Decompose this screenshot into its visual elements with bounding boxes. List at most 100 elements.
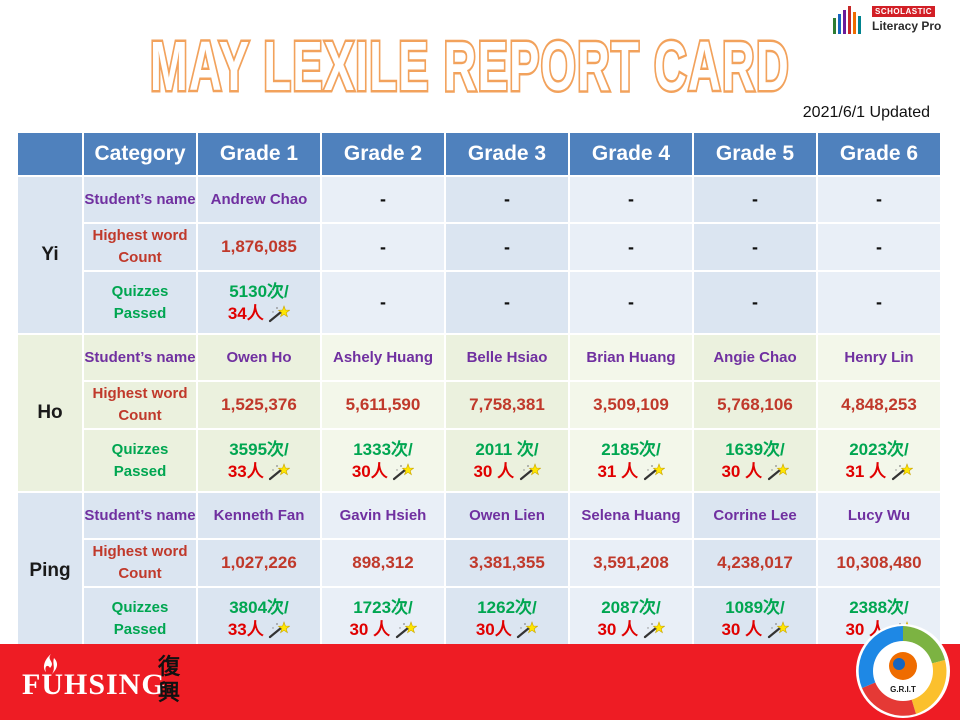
word-count-cell: - bbox=[816, 222, 942, 272]
magic-wand-star-icon bbox=[643, 463, 665, 481]
quiz-times: 2011 次/ bbox=[475, 439, 539, 459]
table-row: Ping Student’s name Kenneth Fan Gavin Hsieh… bbox=[16, 491, 942, 651]
word-count-cell: 1,876,085 bbox=[196, 222, 322, 272]
table-row: Highest word Count 1,525,376 5,611,590 7,75… bbox=[17, 380, 942, 430]
word-count-cell: - bbox=[444, 222, 570, 272]
student-name-cell: Andrew Chao bbox=[196, 175, 322, 224]
word-count-cell: 10,308,480 bbox=[816, 538, 942, 588]
magic-wand-star-icon bbox=[393, 463, 415, 481]
quiz-people: 30人 bbox=[351, 461, 388, 481]
magic-wand-star-icon bbox=[517, 621, 539, 639]
quizzes-passed-cell: 5130次/34人 bbox=[196, 270, 322, 335]
quizzes-passed-cell: 2185次/31 人 bbox=[568, 428, 694, 493]
quiz-people: 31 人 bbox=[597, 461, 639, 481]
category-label: Quizzes Passed bbox=[82, 428, 198, 493]
quiz-people: 30 人 bbox=[349, 619, 391, 639]
quiz-people: 33人 bbox=[227, 461, 264, 481]
table-row: Quizzes Passed 3804次/33人 1723次/30 人 1262次… bbox=[17, 586, 942, 651]
quiz-people: 30 人 bbox=[721, 461, 763, 481]
magic-wand-star-icon bbox=[767, 463, 789, 481]
quizzes-passed-cell: - bbox=[568, 270, 694, 335]
table-row: Highest word Count 1,876,085- - - - - bbox=[17, 222, 942, 272]
student-name-cell: Ashely Huang bbox=[320, 333, 446, 382]
table-body: Yi Student’s name Andrew Chao - - - - - Highest … bbox=[16, 175, 942, 651]
word-count-cell: 5,611,590 bbox=[320, 380, 446, 430]
quiz-times: 1089次/ bbox=[725, 597, 785, 617]
quiz-people: 34人 bbox=[227, 303, 264, 323]
header-grade-5: Grade 5 bbox=[692, 131, 818, 177]
quizzes-passed-cell: 1089次/30 人 bbox=[692, 586, 818, 651]
quiz-people: 30 人 bbox=[721, 619, 763, 639]
magic-wand-star-icon bbox=[269, 305, 291, 323]
quizzes-passed-cell: 1639次/30 人 bbox=[692, 428, 818, 493]
student-name-cell: Belle Hsiao bbox=[444, 333, 570, 382]
category-label: Student’s name bbox=[82, 333, 198, 382]
grit-badge-icon: G.R.I.T bbox=[856, 624, 950, 718]
updated-date: 2021/6/1 Updated bbox=[802, 104, 930, 121]
book-bars-icon bbox=[833, 6, 861, 34]
student-name-cell: - bbox=[816, 175, 942, 224]
word-count-cell: 1,027,226 bbox=[196, 538, 322, 588]
student-name-cell: Selena Huang bbox=[568, 491, 694, 540]
student-name-cell: - bbox=[568, 175, 694, 224]
quiz-people: 30 人 bbox=[473, 461, 515, 481]
quizzes-passed-cell: - bbox=[816, 270, 942, 335]
word-count-cell: - bbox=[320, 222, 446, 272]
quiz-times: 1723次/ bbox=[353, 597, 413, 617]
footer-bar: FUHSING 復興 bbox=[0, 644, 960, 720]
student-name-cell: Owen Ho bbox=[196, 333, 322, 382]
word-count-cell: - bbox=[692, 222, 818, 272]
word-count-cell: - bbox=[568, 222, 694, 272]
scholastic-badge: SCHOLASTIC bbox=[872, 6, 935, 17]
quiz-times: 2087次/ bbox=[601, 597, 661, 617]
header-grade-2: Grade 2 bbox=[320, 131, 446, 177]
quiz-people: 33人 bbox=[227, 619, 264, 639]
quizzes-passed-cell: 3595次/33人 bbox=[196, 428, 322, 493]
quiz-times: 1262次/ bbox=[477, 597, 537, 617]
word-count-cell: 4,848,253 bbox=[816, 380, 942, 430]
category-label: Student’s name bbox=[82, 491, 198, 540]
student-name-cell: Henry Lin bbox=[816, 333, 942, 382]
student-name-cell: Lucy Wu bbox=[816, 491, 942, 540]
student-name-cell: - bbox=[320, 175, 446, 224]
quizzes-passed-cell: 1723次/30 人 bbox=[320, 586, 446, 651]
word-count-cell: 4,238,017 bbox=[692, 538, 818, 588]
quizzes-passed-cell: - bbox=[444, 270, 570, 335]
word-count-cell: 3,591,208 bbox=[568, 538, 694, 588]
quizzes-passed-cell: 2087次/30 人 bbox=[568, 586, 694, 651]
fuhsing-logo-text: FUHSING bbox=[22, 668, 166, 701]
group-name: Yi bbox=[16, 175, 84, 335]
quiz-times: 2185次/ bbox=[601, 439, 661, 459]
table-row: Quizzes Passed 5130次/34人 ----- bbox=[17, 270, 942, 335]
scholastic-literacy-pro-logo: SCHOLASTIC Literacy Pro bbox=[832, 4, 954, 38]
category-label: Student’s name bbox=[82, 175, 198, 224]
header-blank bbox=[16, 131, 84, 177]
quiz-times: 2388次/ bbox=[849, 597, 909, 617]
magic-wand-star-icon bbox=[643, 621, 665, 639]
header-grade-1: Grade 1 bbox=[196, 131, 322, 177]
quiz-times: 3804次/ bbox=[229, 597, 289, 617]
header-grade-4: Grade 4 bbox=[568, 131, 694, 177]
word-count-cell: 898,312 bbox=[320, 538, 446, 588]
table-row: Highest word Count 1,027,226 898,312 3,381,… bbox=[17, 538, 942, 588]
table-header-row: Category Grade 1 Grade 2 Grade 3 Grade 4… bbox=[16, 131, 942, 177]
quizzes-passed-cell: 1262次/30人 bbox=[444, 586, 570, 651]
word-count-cell: 1,525,376 bbox=[196, 380, 322, 430]
quizzes-passed-cell: 2023次/31 人 bbox=[816, 428, 942, 493]
report-title-art: MAY LEXILE REPORT CARD bbox=[148, 25, 791, 108]
quizzes-passed-cell: - bbox=[320, 270, 446, 335]
fuhsing-logo-chinese: 復興 bbox=[158, 654, 181, 705]
grit-badge-label: G.R.I.T bbox=[890, 685, 916, 694]
lexile-report-table: Category Grade 1 Grade 2 Grade 3 Grade 4… bbox=[16, 131, 942, 651]
table-row: Ho Student’s name Owen Ho Ashely Huang Belle… bbox=[16, 333, 942, 493]
magic-wand-star-icon bbox=[269, 621, 291, 639]
quizzes-passed-cell: 3804次/33人 bbox=[196, 586, 322, 651]
quiz-times: 2023次/ bbox=[849, 439, 909, 459]
category-label: Quizzes Passed bbox=[82, 586, 198, 651]
word-count-cell: 3,381,355 bbox=[444, 538, 570, 588]
word-count-cell: 7,758,381 bbox=[444, 380, 570, 430]
category-label: Highest word Count bbox=[82, 538, 198, 588]
magic-wand-star-icon bbox=[395, 621, 417, 639]
quiz-times: 3595次/ bbox=[229, 439, 289, 459]
quiz-people: 30 人 bbox=[597, 619, 639, 639]
